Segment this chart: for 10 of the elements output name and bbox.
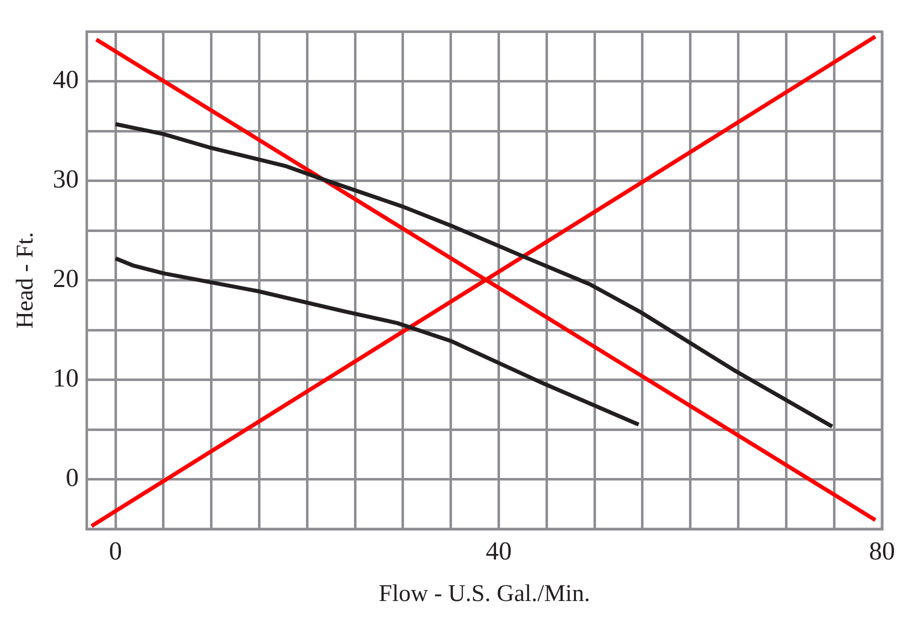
- x-tick-label: 80: [869, 536, 895, 566]
- y-tick-label: 40: [52, 65, 79, 94]
- x-tick-label: 0: [109, 536, 122, 566]
- y-tick-label: 10: [52, 364, 79, 393]
- y-axis-title: Head - Ft.: [12, 232, 39, 329]
- x-tick-label: 40: [486, 536, 512, 566]
- y-tick-label: 0: [66, 463, 79, 492]
- y-tick-label: 20: [52, 264, 79, 294]
- x-axis-title: Flow - U.S. Gal./Min.: [378, 580, 590, 607]
- y-tick-label: 30: [52, 164, 79, 194]
